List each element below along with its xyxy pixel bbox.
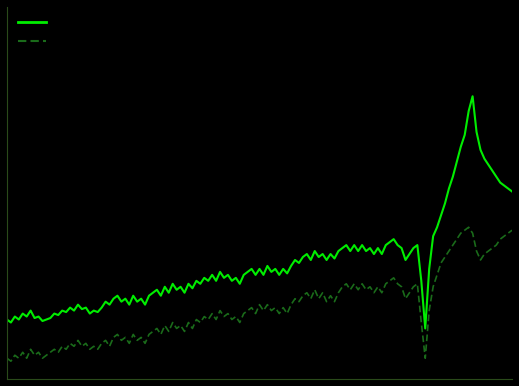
Legend: , : , bbox=[12, 12, 54, 52]
